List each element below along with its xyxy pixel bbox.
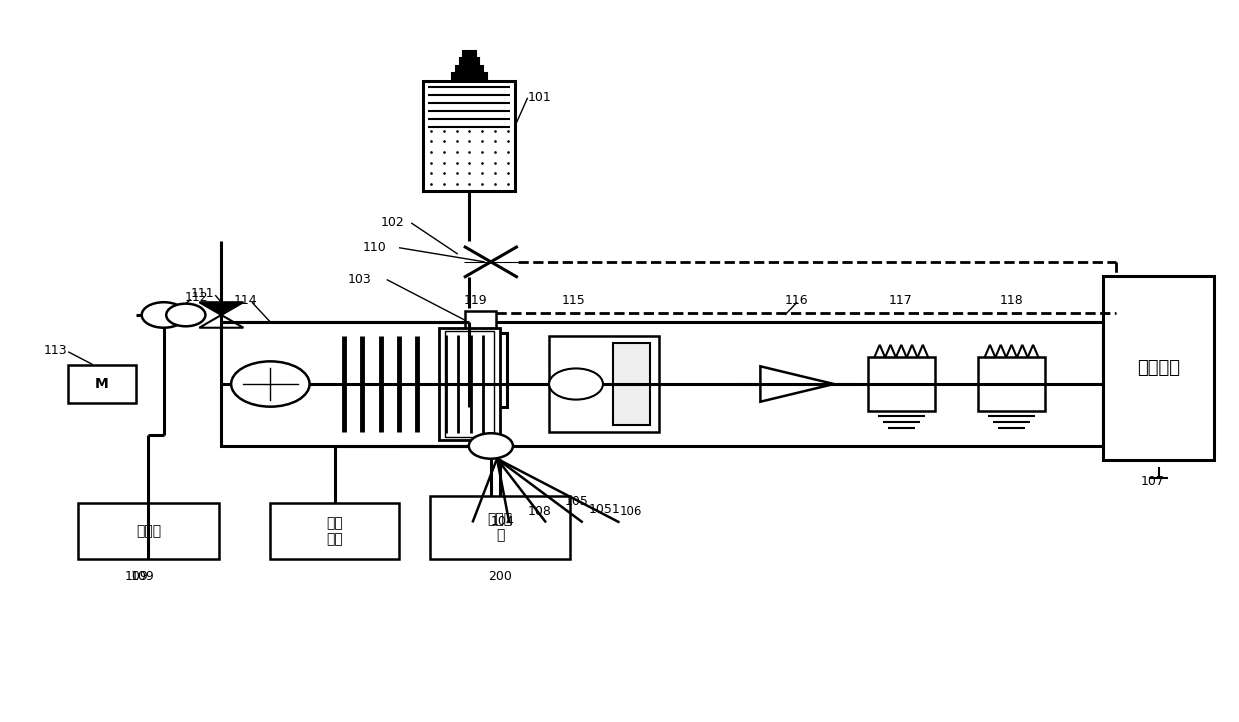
Bar <box>222 322 1104 446</box>
Bar <box>78 503 219 560</box>
Bar <box>430 495 570 560</box>
Bar <box>613 343 649 425</box>
Bar <box>460 58 479 64</box>
Text: 113: 113 <box>43 344 67 357</box>
Bar <box>439 328 501 440</box>
Bar <box>867 357 935 411</box>
Text: 112: 112 <box>185 291 208 304</box>
Text: 101: 101 <box>528 91 551 104</box>
Circle shape <box>468 433 513 458</box>
Bar <box>445 331 494 437</box>
Circle shape <box>549 368 603 399</box>
Text: 115: 115 <box>561 295 585 308</box>
Bar <box>424 82 515 191</box>
Text: 1051: 1051 <box>589 503 621 516</box>
Bar <box>456 66 483 73</box>
Text: 114: 114 <box>234 295 258 308</box>
Text: 储水槽: 储水槽 <box>136 524 161 538</box>
Text: 液压
设备: 液压 设备 <box>326 516 343 546</box>
Text: 116: 116 <box>784 295 809 308</box>
Text: 107: 107 <box>1140 475 1165 488</box>
Circle shape <box>141 303 186 328</box>
Text: 117: 117 <box>890 295 913 308</box>
Polygon shape <box>199 303 243 315</box>
Text: 110: 110 <box>362 241 387 254</box>
Text: 109: 109 <box>124 570 149 583</box>
Text: 102: 102 <box>380 217 404 230</box>
Text: 109: 109 <box>130 570 154 583</box>
Text: 111: 111 <box>191 287 214 300</box>
Text: 104: 104 <box>491 515 514 528</box>
Circle shape <box>166 304 206 326</box>
Bar <box>465 311 496 329</box>
Bar <box>1104 276 1214 460</box>
Bar <box>449 333 507 407</box>
Text: M: M <box>95 377 109 391</box>
Bar <box>978 357 1046 411</box>
Text: 106: 106 <box>620 505 642 518</box>
Text: 103: 103 <box>347 273 372 286</box>
Bar <box>463 51 476 56</box>
Bar <box>270 503 399 560</box>
Text: 200: 200 <box>488 570 512 583</box>
Text: 105: 105 <box>565 495 589 508</box>
Text: 118: 118 <box>1000 295 1023 308</box>
Text: 119: 119 <box>463 295 487 308</box>
Text: 控制装置: 控制装置 <box>1137 359 1180 377</box>
Text: 108: 108 <box>528 505 551 518</box>
Text: 净化系
统: 净化系 统 <box>487 513 513 542</box>
Bar <box>68 365 135 404</box>
Bar <box>452 73 487 82</box>
Circle shape <box>232 361 310 406</box>
Bar <box>549 336 659 432</box>
